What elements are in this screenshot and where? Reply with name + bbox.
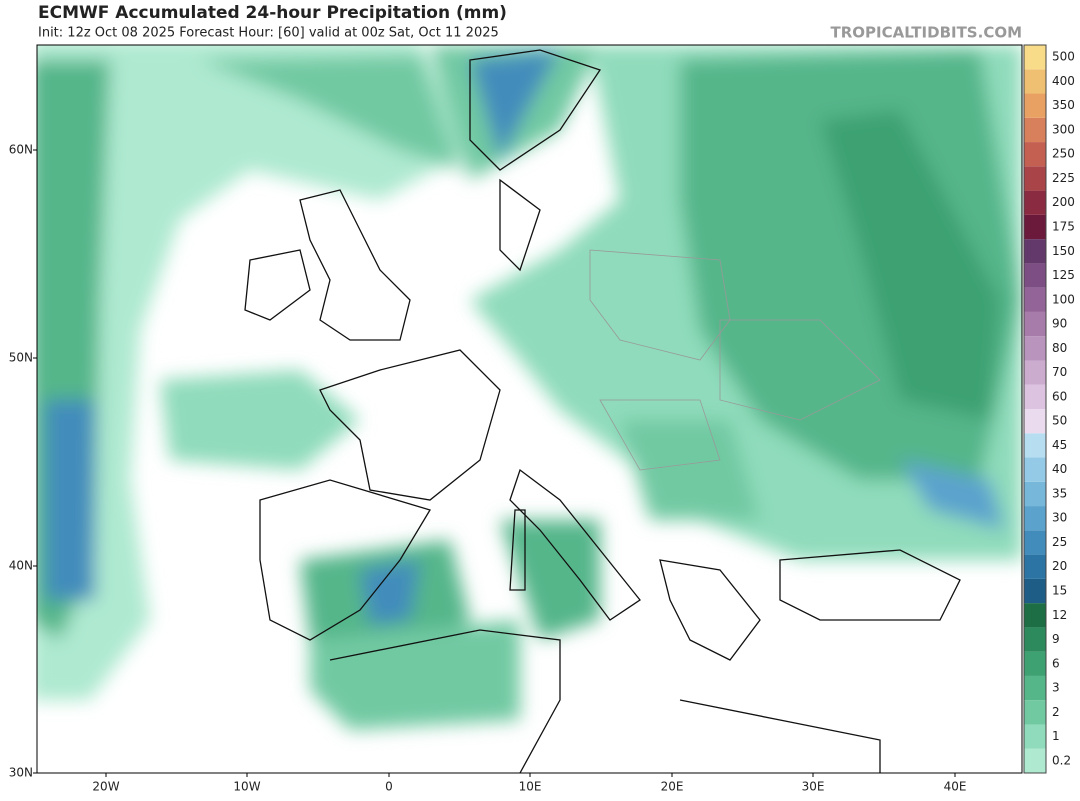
colorbar-swatch [1024, 166, 1046, 191]
colorbar-label: 60 [1052, 389, 1067, 403]
colorbar-swatch [1024, 457, 1046, 482]
colorbar-label: 12 [1052, 608, 1067, 622]
colorbar-label: 9 [1052, 632, 1060, 646]
colorbar-label: 1 [1052, 729, 1060, 743]
colorbar-swatch [1024, 190, 1046, 215]
colorbar-label: 2 [1052, 705, 1060, 719]
colorbar-swatch [1024, 409, 1046, 434]
colorbar-label: 25 [1052, 535, 1067, 549]
colorbar-swatch [1024, 700, 1046, 725]
colorbar-label: 250 [1052, 147, 1075, 161]
colorbar-label: 225 [1052, 171, 1075, 185]
lon-label: 40E [944, 780, 967, 794]
colorbar-swatch [1024, 724, 1046, 749]
colorbar-label: 40 [1052, 462, 1067, 476]
colorbar-swatch [1024, 603, 1046, 628]
borders [589, 249, 881, 471]
colorbar-label: 3 [1052, 681, 1060, 695]
title: ECMWF Accumulated 24-hour Precipitation … [38, 3, 507, 23]
map-area [37, 45, 1022, 773]
colorbar-swatch [1024, 675, 1046, 701]
colorbar-label: 20 [1052, 559, 1067, 573]
colorbar-swatch [1024, 530, 1046, 555]
colorbar-label: 300 [1052, 122, 1075, 136]
colorbar-swatch [1024, 506, 1046, 531]
colorbar-label: 175 [1052, 220, 1075, 234]
colorbar-label: 200 [1052, 195, 1075, 209]
lat-label: 50N [9, 351, 33, 365]
colorbar-swatch [1024, 336, 1046, 361]
colorbar-swatch [1024, 311, 1046, 337]
lat-label: 30N [9, 766, 33, 780]
colorbar-label: 70 [1052, 365, 1067, 379]
colorbar-swatch [1024, 263, 1046, 288]
colorbar-label: 500 [1052, 50, 1075, 64]
colorbar-label: 50 [1052, 414, 1067, 428]
colorbar-label: 35 [1052, 486, 1067, 500]
colorbar-swatch [1024, 287, 1046, 312]
lon-label: 10E [519, 780, 542, 794]
colorbar-label: 400 [1052, 74, 1075, 88]
colorbar-label: 125 [1052, 268, 1075, 282]
coastlines [244, 49, 961, 773]
colorbar-swatch [1024, 214, 1046, 240]
colorbar-swatch [1024, 651, 1046, 676]
lat-label: 60N [9, 143, 33, 157]
colorbar-swatch [1024, 384, 1046, 409]
lon-label: 20E [661, 780, 684, 794]
colorbar-swatch [1024, 142, 1046, 167]
lon-label: 10W [233, 780, 260, 794]
colorbar-label: 350 [1052, 98, 1075, 112]
subtitle: Init: 12z Oct 08 2025 Forecast Hour: [60… [38, 26, 499, 41]
colorbar-swatch [1024, 93, 1046, 118]
colorbar-swatch [1024, 69, 1046, 94]
colorbar-label: 45 [1052, 438, 1067, 452]
colorbar-label: 0.2 [1052, 753, 1071, 767]
colorbar-swatch [1024, 433, 1046, 458]
colorbar-label: 100 [1052, 292, 1075, 306]
colorbar-swatch [1024, 45, 1046, 70]
colorbar-label: 30 [1052, 511, 1067, 525]
colorbar-swatch [1024, 481, 1046, 507]
colorbar-label: 90 [1052, 317, 1067, 331]
lon-label: 30E [802, 780, 825, 794]
lon-label: 20W [92, 780, 119, 794]
colorbar-swatch [1024, 117, 1046, 143]
colorbar-swatch [1024, 578, 1046, 604]
colorbar-label: 6 [1052, 656, 1060, 670]
colorbar-label: 150 [1052, 244, 1075, 258]
colorbar-frame [1023, 44, 1047, 774]
lat-label: 40N [9, 559, 33, 573]
colorbar-label: 15 [1052, 584, 1067, 598]
colorbar-swatch [1024, 239, 1046, 264]
colorbar-swatch [1024, 554, 1046, 579]
colorbar-swatch [1024, 748, 1046, 773]
lon-label: 0 [385, 780, 393, 794]
precip-field [37, 45, 1022, 730]
colorbar-swatch [1024, 627, 1046, 652]
watermark: TROPICALTIDBITS.COM [831, 24, 1023, 42]
colorbar-swatch [1024, 360, 1046, 385]
colorbar-label: 80 [1052, 341, 1067, 355]
